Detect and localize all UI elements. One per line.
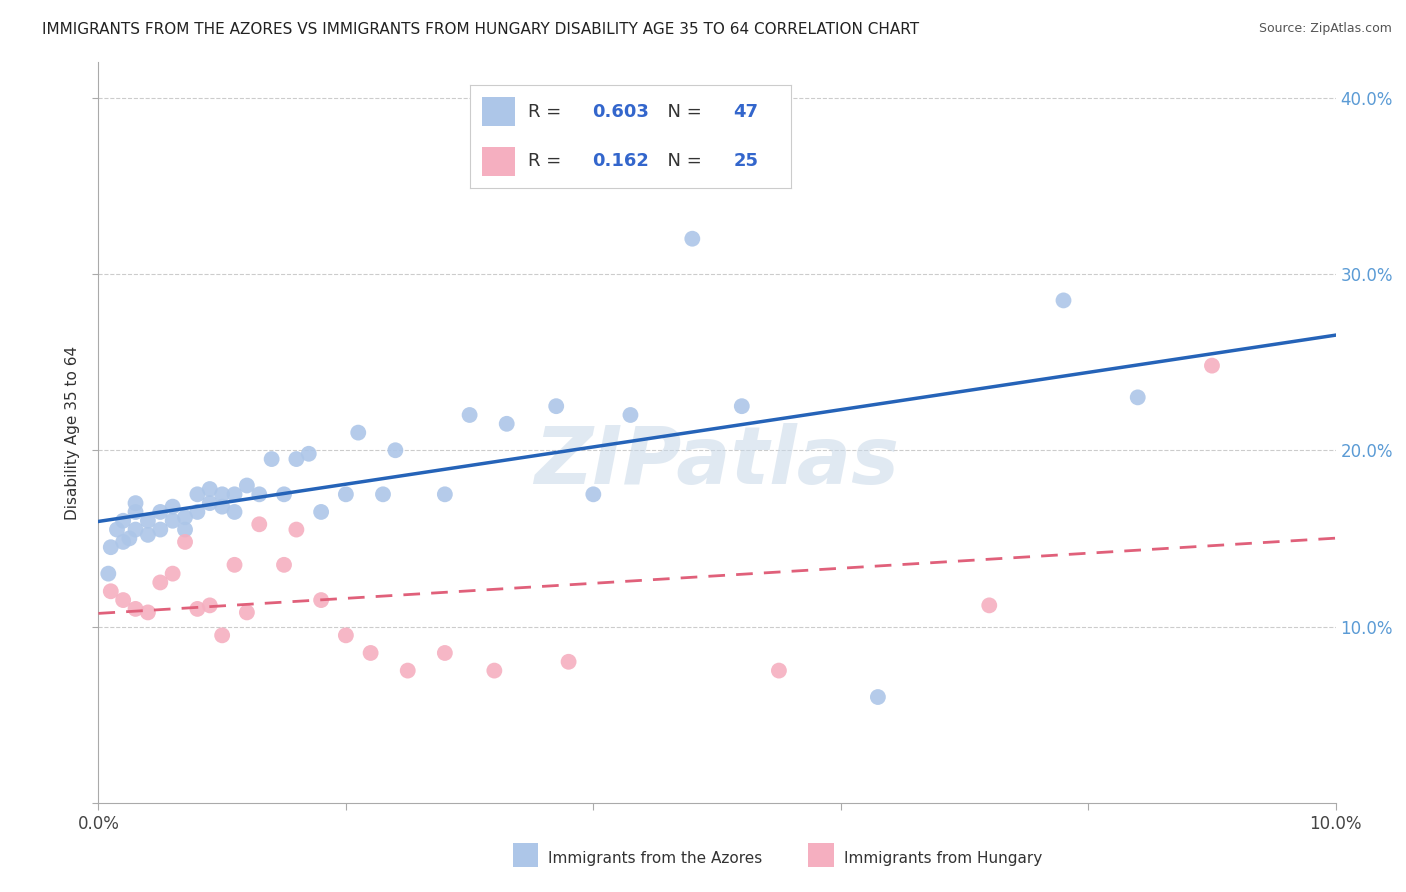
Point [1126, 390, 1149, 404]
Point [174, 523, 197, 537]
Point [768, 664, 790, 678]
Point [149, 505, 172, 519]
Point [112, 535, 135, 549]
Point [100, 540, 122, 554]
Point [186, 487, 208, 501]
Point [1201, 359, 1223, 373]
Point [162, 566, 184, 581]
Point [100, 584, 122, 599]
Point [186, 505, 208, 519]
Point [174, 535, 197, 549]
Point [224, 487, 246, 501]
Text: ZIPatlas: ZIPatlas [534, 423, 900, 501]
Point [384, 443, 406, 458]
Text: Immigrants from the Azores: Immigrants from the Azores [548, 851, 762, 865]
Point [124, 496, 146, 510]
Point [198, 496, 221, 510]
Point [211, 500, 233, 514]
Point [619, 408, 641, 422]
Point [298, 447, 321, 461]
Point [136, 514, 159, 528]
Point [186, 602, 208, 616]
Point [224, 505, 246, 519]
Point [124, 505, 146, 519]
Point [285, 452, 308, 467]
Point [484, 664, 506, 678]
Point [211, 487, 233, 501]
Point [681, 232, 703, 246]
Text: Source: ZipAtlas.com: Source: ZipAtlas.com [1258, 22, 1392, 36]
Point [198, 482, 221, 496]
Point [866, 690, 889, 704]
Point [347, 425, 370, 440]
Point [112, 514, 135, 528]
Point [211, 628, 233, 642]
Point [149, 523, 172, 537]
Point [433, 646, 456, 660]
Point [247, 487, 270, 501]
Point [236, 478, 259, 492]
Point [396, 664, 419, 678]
Text: IMMIGRANTS FROM THE AZORES VS IMMIGRANTS FROM HUNGARY DISABILITY AGE 35 TO 64 CO: IMMIGRANTS FROM THE AZORES VS IMMIGRANTS… [42, 22, 920, 37]
Point [557, 655, 579, 669]
Point [162, 514, 184, 528]
Point [105, 523, 128, 537]
Bar [808, 843, 834, 867]
Point [731, 399, 754, 413]
Point [174, 510, 197, 524]
Point [285, 523, 308, 537]
Point [112, 593, 135, 607]
Y-axis label: Disability Age 35 to 64: Disability Age 35 to 64 [65, 345, 80, 520]
Point [582, 487, 605, 501]
Point [273, 558, 295, 572]
Point [198, 599, 221, 613]
Point [124, 602, 146, 616]
Point [495, 417, 517, 431]
Point [124, 523, 146, 537]
Point [162, 500, 184, 514]
Point [335, 487, 357, 501]
Point [335, 628, 357, 642]
Point [260, 452, 283, 467]
Text: Immigrants from Hungary: Immigrants from Hungary [844, 851, 1042, 865]
Point [118, 532, 141, 546]
Point [1052, 293, 1074, 308]
Point [360, 646, 382, 660]
Point [136, 606, 159, 620]
Point [546, 399, 568, 413]
Point [309, 505, 332, 519]
Point [247, 517, 270, 532]
Point [979, 599, 1001, 613]
Point [309, 593, 332, 607]
Bar [513, 843, 538, 867]
Point [149, 575, 172, 590]
Point [236, 606, 259, 620]
Point [433, 487, 456, 501]
Point [97, 566, 120, 581]
Point [136, 528, 159, 542]
Point [371, 487, 394, 501]
Point [458, 408, 481, 422]
Point [224, 558, 246, 572]
Point [273, 487, 295, 501]
